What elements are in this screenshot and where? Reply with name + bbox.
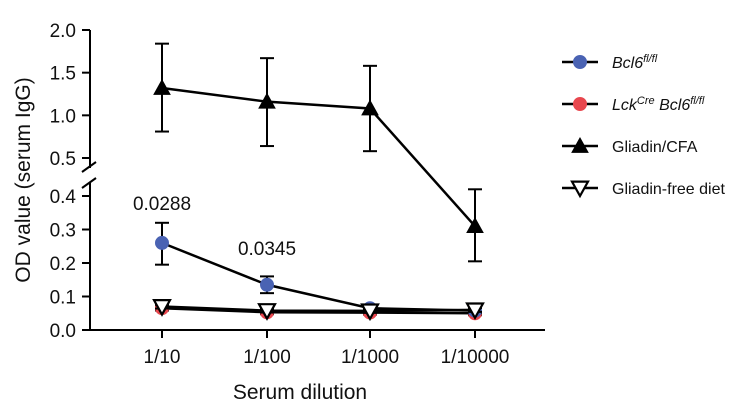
series-layer — [152, 42, 485, 322]
series-0 — [155, 221, 482, 318]
legend-label: Gliadin-free diet — [612, 181, 726, 198]
data-point — [257, 303, 277, 321]
y-tick-label: 0.1 — [50, 288, 76, 309]
data-point — [155, 235, 169, 250]
y-tick-label: 1.0 — [50, 106, 76, 127]
data-point — [153, 78, 171, 95]
data-point — [258, 92, 276, 109]
y-tick-label: 0.5 — [50, 149, 76, 170]
data-point — [361, 99, 379, 116]
legend-item-3: Gliadin-free diet — [562, 180, 726, 199]
legend-item-2: Gliadin/CFA — [562, 136, 698, 156]
x-tick-label: 1/10000 — [441, 347, 510, 368]
x-tick-label: 1/10 — [144, 347, 181, 368]
y-tick-label: 0.0 — [50, 321, 76, 342]
x-tick-label: 1/100 — [243, 347, 291, 368]
y-tick-label: 2.0 — [50, 21, 76, 42]
legend-label: Gliadin/CFA — [612, 139, 698, 156]
legend-label: Bcl6fl/fl — [612, 53, 658, 72]
data-point — [360, 303, 380, 322]
series-line — [161, 86, 476, 227]
data-point — [260, 277, 274, 292]
y-tick-label: 0.3 — [50, 221, 76, 242]
data-point — [152, 299, 172, 317]
axis-break-mark — [81, 177, 97, 189]
legend-label: LckCre Bcl6fl/fl — [612, 95, 705, 114]
p-value-annotation: 0.0345 — [238, 239, 296, 260]
data-point — [466, 217, 484, 234]
series-line — [161, 305, 476, 313]
axes — [81, 29, 545, 338]
legend-marker — [573, 97, 587, 111]
y-axis-title: OD value (serum IgG) — [12, 77, 35, 282]
legend-marker — [573, 55, 587, 69]
legend-marker — [570, 180, 590, 199]
y-tick-label: 0.4 — [50, 187, 77, 208]
x-tick-label: 1/1000 — [341, 347, 399, 368]
legend-marker — [571, 136, 589, 153]
series-2 — [153, 42, 484, 263]
legend-item-0: Bcl6fl/fl — [562, 53, 658, 72]
data-point — [465, 302, 485, 321]
series-line — [161, 306, 476, 315]
p-value-annotation: 0.0288 — [133, 194, 191, 215]
axis-break-mark — [81, 161, 97, 173]
series-3 — [152, 299, 485, 322]
legend: Bcl6fl/fl LckCre Bcl6fl/fl Gliadin/CFA Glia… — [562, 53, 726, 199]
x-axis-title: Serum dilution — [233, 381, 367, 404]
legend-item-1: LckCre Bcl6fl/fl — [562, 95, 705, 114]
y-tick-label: 0.2 — [50, 254, 76, 275]
annotations: 0.0288 0.0345 — [133, 194, 296, 260]
tick-labels: 0.0 0.1 0.2 0.3 0.4 0.5 1.0 1.5 2.0 1/10 1/100 1/10… — [50, 21, 510, 368]
y-tick-label: 1.5 — [50, 64, 76, 85]
series-line — [161, 241, 476, 312]
